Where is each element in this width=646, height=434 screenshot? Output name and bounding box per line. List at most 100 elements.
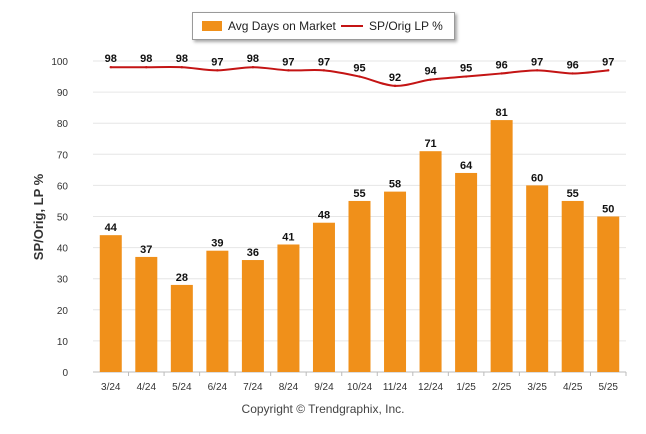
x-tick-label: 7/24 [243, 382, 263, 393]
line-point [607, 69, 610, 72]
line-point [500, 72, 503, 75]
x-tick-label: 3/25 [527, 382, 547, 393]
line-value-label: 94 [424, 66, 437, 78]
bar [384, 191, 407, 372]
bar-value-label: 58 [389, 179, 401, 191]
bar [312, 222, 335, 372]
x-tick-label: 4/24 [137, 382, 157, 393]
line-value-label: 95 [353, 63, 365, 75]
bar-value-label: 39 [211, 238, 223, 250]
y-tick-label: 20 [57, 306, 69, 317]
bar [170, 284, 193, 372]
line-point [571, 72, 574, 75]
line-value-label: 98 [176, 53, 188, 65]
bar-value-label: 55 [353, 188, 365, 200]
line-point [251, 66, 255, 69]
bar [455, 172, 478, 372]
bar [241, 260, 264, 372]
x-tick-label: 12/24 [418, 382, 443, 393]
bar [490, 120, 513, 372]
bar [561, 200, 584, 372]
x-tick-label: 11/24 [383, 382, 408, 393]
copyright-text: Copyright © Trendgraphix, Inc. [241, 402, 405, 416]
y-tick-label: 50 [57, 213, 69, 224]
line-point [180, 66, 184, 69]
line-value-label: 98 [247, 53, 259, 65]
bar-value-label: 64 [460, 160, 473, 172]
bar [348, 200, 371, 372]
line-value-label: 97 [602, 56, 614, 68]
bar [206, 250, 229, 372]
bar [99, 235, 122, 372]
y-tick-label: 40 [57, 244, 69, 255]
y-tick-label: 70 [57, 150, 69, 161]
line-value-label: 92 [389, 72, 401, 84]
bar-value-label: 44 [105, 222, 118, 234]
x-tick-label: 6/24 [208, 382, 228, 393]
bar [135, 256, 158, 372]
x-tick-label: 10/24 [347, 382, 372, 393]
line-value-label: 98 [105, 53, 117, 65]
line-point [145, 66, 148, 69]
line-point [358, 75, 361, 78]
legend-bar-swatch [202, 21, 222, 31]
line-value-label: 97 [211, 56, 223, 68]
bar-series [99, 120, 620, 372]
bar-value-labels: 44 37 28 39 36 41 48 55 58 71 64 81 60 55 50 [105, 107, 615, 284]
line-value-label: 96 [496, 59, 508, 71]
x-tick-label: 4/25 [563, 382, 583, 393]
line-value-label: 97 [531, 56, 543, 68]
y-tick-label: 80 [57, 119, 69, 130]
y-tick-label: 60 [57, 181, 69, 192]
y-tick-label: 90 [57, 88, 69, 99]
bar-value-label: 71 [424, 138, 436, 150]
y-axis-label: SP/Orig, LP % [31, 173, 46, 260]
legend-item-bar: Avg Days on Market [202, 19, 336, 33]
line-point [287, 69, 290, 72]
bar-value-label: 50 [602, 204, 614, 216]
y-axis-ticks: 0 10 20 30 40 50 60 70 80 90 100 [51, 57, 68, 379]
line-point [464, 75, 468, 78]
line-point [109, 66, 112, 69]
line-point [535, 69, 539, 72]
line-value-label: 97 [282, 56, 294, 68]
line-point [429, 78, 432, 81]
legend-bar-label: Avg Days on Market [228, 19, 336, 33]
bar-value-label: 60 [531, 172, 543, 184]
y-tick-label: 100 [51, 57, 68, 68]
legend-line-label: SP/Orig LP % [369, 19, 443, 33]
legend-line-swatch [341, 25, 363, 27]
bar-value-label: 28 [176, 272, 188, 284]
line-value-labels: 98 98 98 97 98 97 97 95 92 94 95 96 97 96 97 [105, 53, 615, 84]
bar [526, 185, 549, 372]
bar [597, 216, 620, 372]
line-series [109, 65, 610, 88]
line-value-label: 97 [318, 56, 330, 68]
bar-value-label: 36 [247, 247, 259, 259]
line-value-label: 98 [140, 53, 152, 65]
bar-value-label: 48 [318, 210, 330, 222]
x-tick-label: 2/25 [492, 382, 512, 393]
y-tick-label: 30 [57, 275, 69, 286]
y-tick-label: 10 [57, 337, 69, 348]
line-point [322, 69, 326, 72]
line-point [216, 69, 219, 72]
line-point [393, 84, 397, 88]
legend: Avg Days on Market SP/Orig LP % [192, 12, 455, 40]
x-tick-label: 9/24 [314, 382, 334, 393]
x-tick-label: 5/25 [598, 382, 618, 393]
x-tick-label: 5/24 [172, 382, 192, 393]
y-tick-label: 0 [62, 368, 68, 379]
bar-value-label: 37 [140, 244, 152, 256]
x-tick-label: 1/25 [456, 382, 476, 393]
bar-value-label: 81 [496, 107, 508, 119]
line-value-label: 95 [460, 63, 472, 75]
bar-value-label: 41 [282, 231, 294, 243]
bar [277, 244, 300, 372]
legend-item-line: SP/Orig LP % [341, 19, 443, 33]
x-tick-label: 3/24 [101, 382, 121, 393]
bar-value-label: 55 [567, 188, 579, 200]
line-value-label: 96 [567, 59, 579, 71]
bar [419, 151, 442, 372]
